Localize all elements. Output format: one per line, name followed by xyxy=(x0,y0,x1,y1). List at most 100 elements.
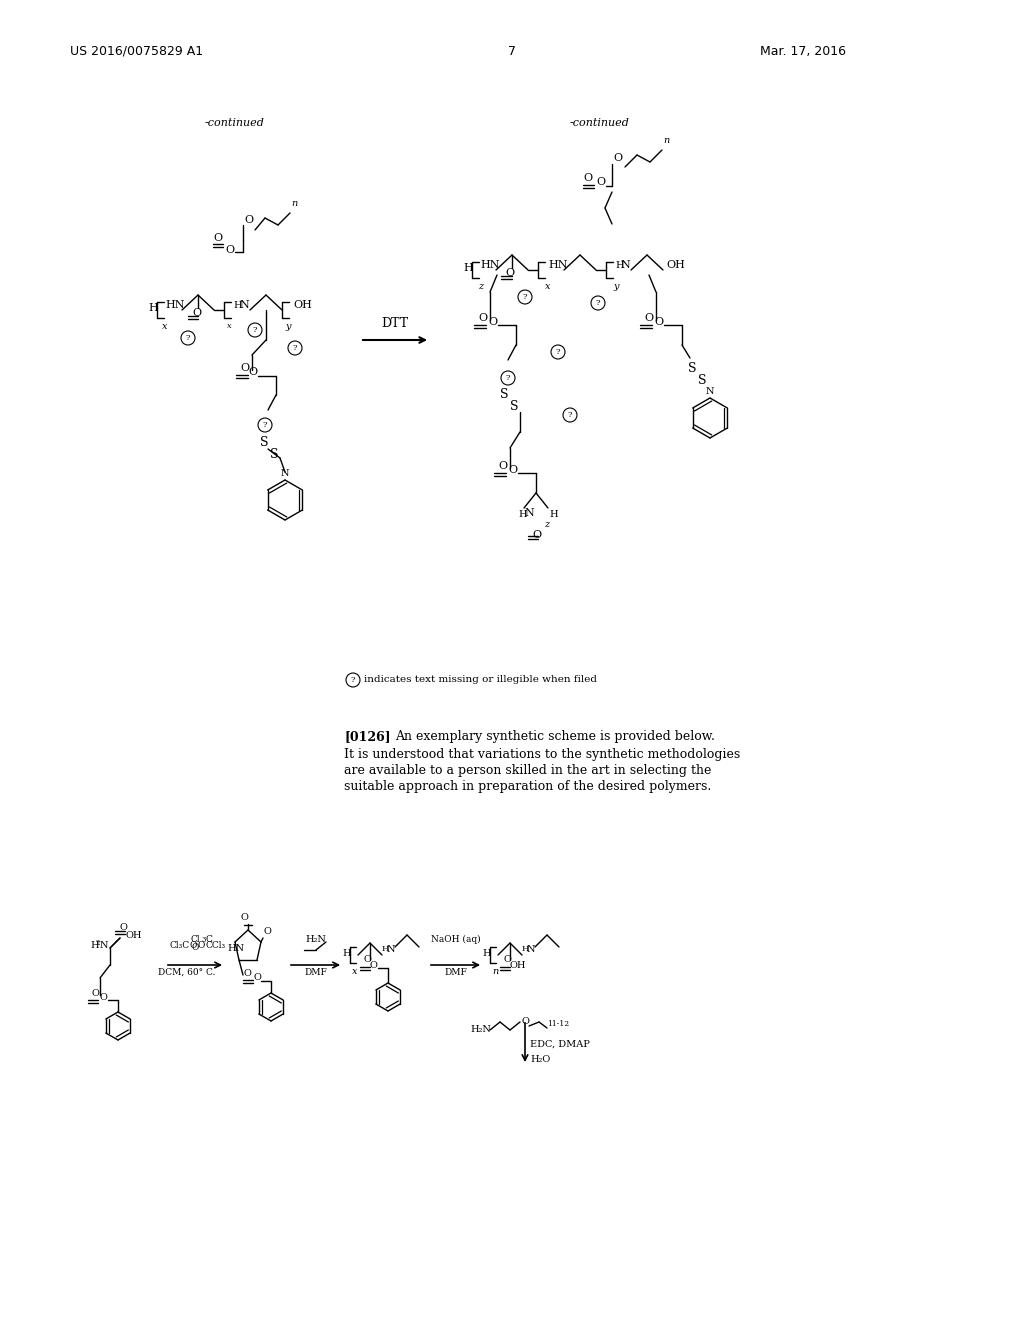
Text: HN: HN xyxy=(227,944,244,953)
Text: DMF: DMF xyxy=(444,968,467,977)
Text: S: S xyxy=(698,374,707,387)
Text: x: x xyxy=(162,322,168,331)
Text: HN: HN xyxy=(548,260,567,271)
Text: 7: 7 xyxy=(508,45,516,58)
Text: N: N xyxy=(706,387,715,396)
Text: O: O xyxy=(654,317,664,327)
Text: H: H xyxy=(482,949,490,957)
Text: H₂N: H₂N xyxy=(470,1026,490,1034)
Text: CCl₃: CCl₃ xyxy=(205,941,225,950)
Text: O: O xyxy=(263,927,271,936)
Text: DCM, 60° C.: DCM, 60° C. xyxy=(159,968,216,977)
Text: 2: 2 xyxy=(96,939,100,946)
Text: [0126]: [0126] xyxy=(344,730,390,743)
Text: N: N xyxy=(281,469,289,478)
Text: O: O xyxy=(253,974,261,982)
Text: O: O xyxy=(193,308,201,318)
Text: N: N xyxy=(100,940,109,949)
Text: ?: ? xyxy=(185,334,190,342)
Text: H: H xyxy=(90,940,98,949)
Text: n: n xyxy=(291,199,297,209)
Text: O: O xyxy=(120,923,128,932)
Text: -continued: -continued xyxy=(570,117,630,128)
Text: It is understood that variations to the synthetic methodologies: It is understood that variations to the … xyxy=(344,748,740,762)
Text: ?: ? xyxy=(567,411,572,418)
Text: Mar. 17, 2016: Mar. 17, 2016 xyxy=(760,45,846,58)
Text: H: H xyxy=(522,945,529,953)
Text: EDC, DMAP: EDC, DMAP xyxy=(530,1040,590,1049)
Text: HN: HN xyxy=(480,260,500,271)
Text: O: O xyxy=(613,153,623,162)
Text: ?: ? xyxy=(522,293,527,301)
Text: O: O xyxy=(225,246,234,255)
Text: O: O xyxy=(245,215,254,224)
Text: ?: ? xyxy=(263,421,267,429)
Text: O: O xyxy=(240,363,249,374)
Text: x: x xyxy=(545,282,551,290)
Text: H: H xyxy=(148,304,158,313)
Text: H₂N: H₂N xyxy=(305,935,327,944)
Text: x: x xyxy=(227,322,231,330)
Text: H: H xyxy=(233,301,242,309)
Text: ?: ? xyxy=(293,345,297,352)
Text: N: N xyxy=(524,508,534,517)
Text: O: O xyxy=(596,177,605,187)
Text: O: O xyxy=(488,317,497,327)
Text: are available to a person skilled in the art in selecting the: are available to a person skilled in the… xyxy=(344,764,712,777)
Text: H: H xyxy=(342,949,350,957)
Text: H: H xyxy=(382,945,389,953)
Text: 11-12: 11-12 xyxy=(547,1020,569,1028)
Text: O: O xyxy=(243,969,251,978)
Text: z: z xyxy=(544,520,549,529)
Text: DTT: DTT xyxy=(381,317,409,330)
Text: H: H xyxy=(615,260,624,269)
Text: ?: ? xyxy=(253,326,257,334)
Text: H₂O: H₂O xyxy=(530,1055,550,1064)
Text: suitable approach in preparation of the desired polymers.: suitable approach in preparation of the … xyxy=(344,780,712,793)
Text: y: y xyxy=(613,282,618,290)
Text: O: O xyxy=(240,913,248,921)
Text: O: O xyxy=(100,994,108,1002)
Text: x: x xyxy=(352,968,357,975)
Text: O: O xyxy=(248,367,257,378)
Text: H: H xyxy=(518,510,526,519)
Text: Cl₃C: Cl₃C xyxy=(169,941,189,950)
Text: O: O xyxy=(584,173,593,183)
Text: O: O xyxy=(191,942,199,952)
Text: N: N xyxy=(527,945,536,953)
Text: O: O xyxy=(521,1018,528,1027)
Text: N: N xyxy=(387,945,395,953)
Text: O: O xyxy=(197,941,205,950)
Text: ?: ? xyxy=(351,676,355,684)
Text: O: O xyxy=(503,954,511,964)
Text: OH: OH xyxy=(666,260,685,271)
Text: ?: ? xyxy=(596,300,600,308)
Text: ?: ? xyxy=(506,374,510,381)
Text: n: n xyxy=(663,136,670,145)
Text: O: O xyxy=(370,961,378,969)
Text: S: S xyxy=(688,362,696,375)
Text: C: C xyxy=(205,935,212,944)
Text: O: O xyxy=(505,268,514,279)
Text: Cl: Cl xyxy=(190,935,200,944)
Text: ?: ? xyxy=(556,348,560,356)
Text: O: O xyxy=(644,313,653,323)
Text: US 2016/0075829 A1: US 2016/0075829 A1 xyxy=(70,45,203,58)
Text: O: O xyxy=(508,465,517,475)
Text: O: O xyxy=(362,954,371,964)
Text: z: z xyxy=(478,282,483,290)
Text: O: O xyxy=(478,313,487,323)
Text: -continued: -continued xyxy=(205,117,265,128)
Text: NaOH (aq): NaOH (aq) xyxy=(431,935,481,944)
Text: HN: HN xyxy=(165,300,184,310)
Text: OH: OH xyxy=(293,300,312,310)
Text: y: y xyxy=(285,322,291,331)
Text: O: O xyxy=(498,461,507,471)
Text: OH: OH xyxy=(510,961,526,969)
Text: S: S xyxy=(260,436,268,449)
Text: 3: 3 xyxy=(201,936,206,944)
Text: S: S xyxy=(500,388,509,400)
Text: H: H xyxy=(549,510,558,519)
Text: N: N xyxy=(239,300,249,310)
Text: S: S xyxy=(270,447,279,461)
